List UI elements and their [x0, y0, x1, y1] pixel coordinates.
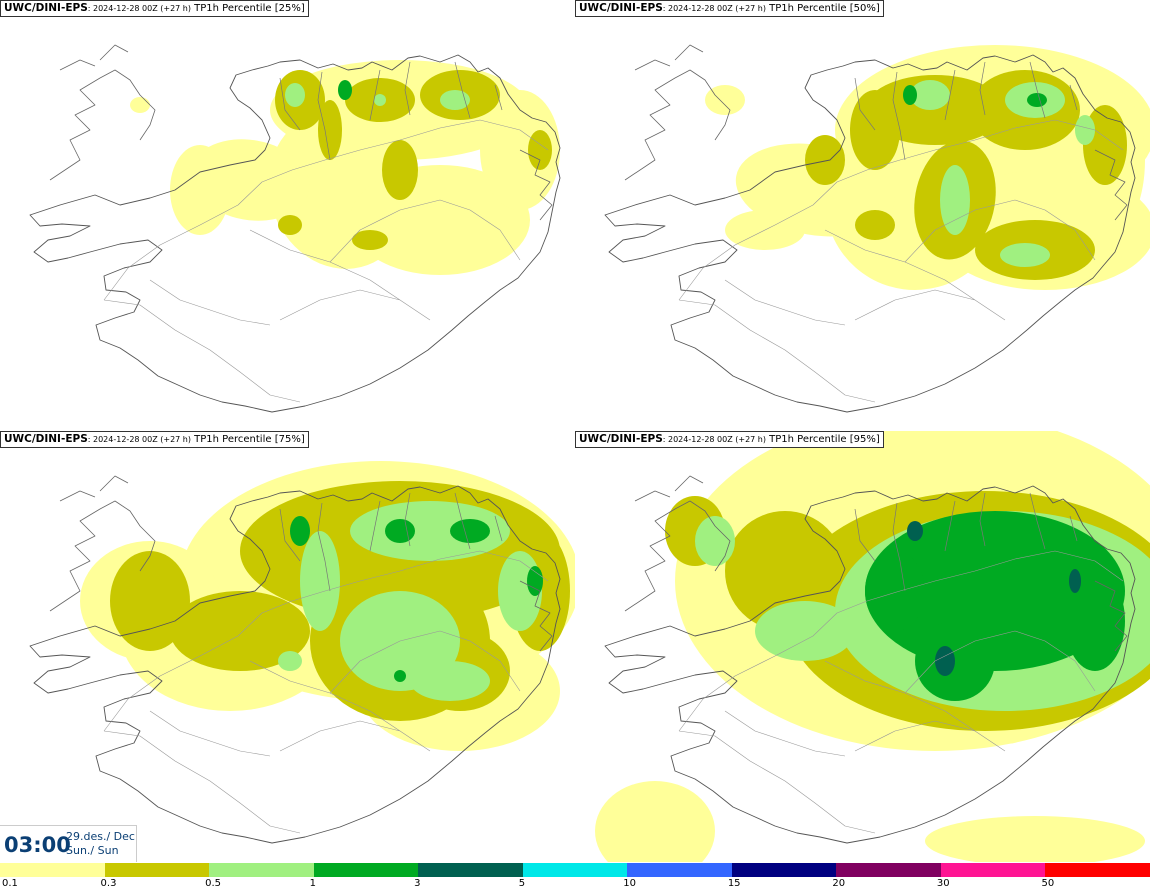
valid-date-line: 29.des./ Dec [66, 830, 135, 843]
precipitation-legend: 0.1 0.3 0.5 1 3 5 10 15 20 30 50 [0, 862, 1150, 891]
north-rivers [854, 61, 1078, 161]
legend-swatch [731, 863, 837, 877]
legend-swatch [418, 863, 524, 877]
legend-label: 15 [727, 878, 741, 889]
road-network [103, 550, 549, 834]
model-name: UWC/DINI-EPS [579, 433, 663, 445]
coastline [604, 485, 1136, 844]
legend-label: 3 [414, 878, 421, 889]
run-info: : 2024-12-28 00Z (+27 h) [662, 435, 766, 444]
legend-swatch [836, 863, 942, 877]
legend-label: 50 [1041, 878, 1055, 889]
valid-date: 29.des./ Dec Sun./ Sun [66, 830, 135, 858]
road-network [678, 550, 1124, 834]
legend-label: 30 [936, 878, 950, 889]
run-info: : 2024-12-28 00Z (+27 h) [662, 4, 766, 13]
map-panel-p95: UWC/DINI-EPS: 2024-12-28 00Z (+27 h) TP1… [575, 431, 1150, 862]
percentile-label: TP1h Percentile [75%] [190, 434, 305, 445]
north-rivers [279, 61, 503, 161]
legend-label: 0.3 [100, 878, 117, 889]
westfjords-coast [49, 475, 156, 612]
valid-time-box: 03:00 29.des./ Dec Sun./ Sun [0, 825, 137, 862]
coastline [29, 485, 561, 844]
map-panel-p75: UWC/DINI-EPS: 2024-12-28 00Z (+27 h) TP1… [0, 431, 575, 862]
road-network [103, 119, 549, 403]
legend-swatch [1045, 863, 1150, 877]
model-name: UWC/DINI-EPS [4, 433, 88, 445]
eastfjords-coast [519, 149, 553, 221]
legend-swatch [522, 863, 628, 877]
model-name: UWC/DINI-EPS [579, 2, 663, 14]
panel-title: UWC/DINI-EPS: 2024-12-28 00Z (+27 h) TP1… [575, 0, 884, 17]
model-name: UWC/DINI-EPS [4, 2, 88, 14]
map-panel-p25: UWC/DINI-EPS: 2024-12-28 00Z (+27 h) TP1… [0, 0, 575, 431]
legend-swatch [209, 863, 315, 877]
legend-swatch [627, 863, 733, 877]
panel-title: UWC/DINI-EPS: 2024-12-28 00Z (+27 h) TP1… [0, 431, 309, 448]
precipitation-field [80, 461, 575, 751]
eastfjords-coast [519, 580, 553, 652]
iceland-map [29, 461, 575, 844]
run-info: : 2024-12-28 00Z (+27 h) [87, 4, 191, 13]
iceland-map [595, 431, 1150, 862]
eastfjords-coast [1094, 149, 1128, 221]
legend-swatch [104, 863, 210, 877]
valid-time: 03:00 [4, 833, 71, 857]
run-info: : 2024-12-28 00Z (+27 h) [87, 435, 191, 444]
north-rivers [854, 492, 1078, 592]
legend-label: 1 [309, 878, 316, 889]
legend-label: 0.1 [2, 878, 18, 889]
westfjords-coast [49, 44, 156, 181]
map-panel-p50: UWC/DINI-EPS: 2024-12-28 00Z (+27 h) TP1… [575, 0, 1150, 431]
legend-label: 10 [623, 878, 636, 889]
panel-title: UWC/DINI-EPS: 2024-12-28 00Z (+27 h) TP1… [0, 0, 309, 17]
percentile-label: TP1h Percentile [50%] [765, 3, 880, 14]
legend-swatch [940, 863, 1046, 877]
road-network [678, 119, 1124, 403]
legend-label: 5 [518, 878, 526, 889]
coastline [604, 54, 1136, 413]
percentile-label: TP1h Percentile [25%] [190, 3, 305, 14]
coastline [29, 54, 561, 413]
precipitation-field [705, 45, 1150, 290]
panel-title: UWC/DINI-EPS: 2024-12-28 00Z (+27 h) TP1… [575, 431, 884, 448]
percentile-label: TP1h Percentile [95%] [765, 434, 880, 445]
legend-label: 0.5 [205, 878, 221, 889]
precipitation-field [130, 60, 560, 275]
legend-label: 20 [832, 878, 846, 889]
westfjords-coast [624, 44, 731, 181]
legend-swatch [0, 863, 106, 877]
westfjords-coast [624, 475, 731, 612]
precipitation-field [595, 431, 1150, 862]
iceland-map [29, 44, 561, 413]
eastfjords-coast [1094, 580, 1128, 652]
north-rivers [279, 492, 503, 592]
iceland-map [604, 44, 1150, 413]
legend-swatch [313, 863, 419, 877]
valid-day-line: Sun./ Sun [66, 844, 119, 857]
